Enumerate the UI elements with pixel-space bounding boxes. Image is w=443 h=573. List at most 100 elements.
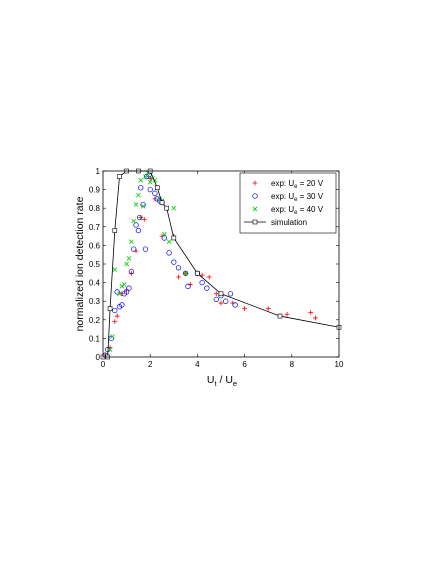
data-point bbox=[223, 298, 229, 304]
data-point bbox=[147, 179, 153, 185]
data-point bbox=[218, 300, 224, 306]
data-point bbox=[138, 177, 144, 183]
legend-label: simulation bbox=[271, 218, 307, 227]
data-point bbox=[126, 256, 132, 261]
data-point bbox=[123, 289, 130, 295]
y-tick-label: 0.9 bbox=[89, 186, 101, 195]
data-point bbox=[124, 261, 129, 267]
y-tick-label: 0.8 bbox=[89, 204, 101, 213]
data-point bbox=[206, 274, 212, 280]
data-point bbox=[107, 347, 113, 352]
data-point bbox=[107, 306, 113, 311]
data-point bbox=[143, 174, 148, 179]
data-point bbox=[142, 246, 149, 252]
data-point bbox=[213, 296, 219, 302]
data-point bbox=[128, 268, 134, 275]
data-point bbox=[138, 185, 144, 191]
y-tick-label: 0.1 bbox=[89, 334, 101, 343]
data-point bbox=[152, 190, 158, 196]
data-point bbox=[199, 272, 205, 278]
y-tick-label: 0.2 bbox=[89, 316, 101, 325]
data-point bbox=[232, 302, 238, 308]
data-point bbox=[147, 186, 153, 193]
data-point bbox=[119, 302, 125, 308]
legend-label: exp: Ue = 30 V bbox=[271, 192, 324, 203]
x-axis-label: Ut / Ue bbox=[207, 374, 237, 388]
data-point bbox=[159, 200, 165, 205]
data-point bbox=[185, 283, 191, 289]
data-point bbox=[284, 311, 290, 317]
legend-marker bbox=[252, 180, 258, 186]
data-point bbox=[313, 315, 318, 321]
legend-entries: exp: Ue = 20 V exp: Ue = 30 V exp: Ue = 40… bbox=[244, 179, 324, 227]
data-point bbox=[218, 291, 224, 297]
legend-entry: simulation bbox=[244, 218, 307, 227]
data-point bbox=[166, 239, 172, 245]
data-point bbox=[112, 319, 118, 325]
x-tick-label: 6 bbox=[242, 360, 247, 369]
data-point bbox=[131, 246, 137, 252]
data-point bbox=[164, 205, 170, 211]
data-point bbox=[121, 282, 127, 287]
legend-marker bbox=[252, 206, 258, 212]
data-point bbox=[166, 250, 172, 256]
x-tick-label: 4 bbox=[195, 360, 200, 369]
data-point bbox=[136, 192, 141, 198]
data-point bbox=[161, 235, 168, 241]
y-axis-label: normalized ion detection rate bbox=[74, 196, 86, 331]
x-tick-label: 8 bbox=[290, 360, 295, 369]
data-point bbox=[195, 270, 200, 276]
legend: exp: Ue = 20 V exp: Ue = 30 V exp: Ue = 40… bbox=[239, 172, 337, 234]
data-point bbox=[135, 227, 142, 234]
legend-marker bbox=[252, 193, 258, 199]
data-point bbox=[114, 313, 120, 319]
y-tick-label: 0 bbox=[96, 353, 101, 362]
data-point bbox=[131, 218, 137, 224]
data-point bbox=[114, 289, 120, 295]
data-point bbox=[199, 279, 205, 286]
data-point bbox=[154, 185, 160, 191]
data-point bbox=[112, 267, 118, 272]
data-point bbox=[126, 285, 132, 291]
data-point bbox=[265, 306, 271, 312]
legend-entry: exp: Ue = 30 V bbox=[252, 192, 324, 203]
data-point bbox=[277, 313, 283, 319]
legend-label: exp: Ue = 20 V bbox=[271, 179, 324, 190]
data-point bbox=[110, 334, 115, 339]
data-point bbox=[133, 202, 139, 207]
legend-entry: exp: Ue = 20 V bbox=[252, 179, 324, 190]
x-tick-label: 0 bbox=[101, 360, 106, 369]
data-point bbox=[175, 265, 182, 271]
data-point bbox=[136, 214, 143, 221]
data-point bbox=[213, 291, 219, 297]
data-point bbox=[183, 270, 188, 276]
y-tick-label: 1 bbox=[96, 167, 101, 176]
data-point bbox=[117, 291, 122, 297]
y-tick-label: 0.3 bbox=[89, 297, 101, 306]
data-point bbox=[182, 270, 189, 276]
data-point bbox=[128, 239, 134, 245]
data-point bbox=[176, 274, 181, 280]
data-point bbox=[138, 215, 144, 220]
legend-label: exp: Ue = 40 V bbox=[271, 205, 324, 216]
data-point bbox=[171, 259, 177, 265]
y-tick-label: 0.4 bbox=[89, 279, 101, 288]
x-tick-label: 10 bbox=[335, 360, 344, 369]
series-layer bbox=[100, 168, 342, 360]
simulation-line bbox=[103, 170, 340, 358]
data-point bbox=[308, 309, 314, 315]
data-point bbox=[171, 205, 177, 211]
data-point bbox=[242, 306, 247, 312]
data-point bbox=[140, 204, 146, 209]
data-point bbox=[204, 285, 210, 291]
legend-entry: exp: Ue = 40 V bbox=[252, 205, 324, 216]
data-point bbox=[112, 307, 118, 314]
data-point bbox=[112, 228, 118, 233]
data-point bbox=[133, 222, 139, 228]
x-tick-label: 2 bbox=[148, 360, 153, 369]
y-ticks: 0 0.1 0.2 0.3 0.4 0.5 0.6 0.7 0.8 0.9 1 bbox=[89, 167, 339, 362]
data-point bbox=[162, 231, 167, 237]
data-point bbox=[227, 291, 234, 297]
y-tick-label: 0.6 bbox=[89, 241, 101, 250]
